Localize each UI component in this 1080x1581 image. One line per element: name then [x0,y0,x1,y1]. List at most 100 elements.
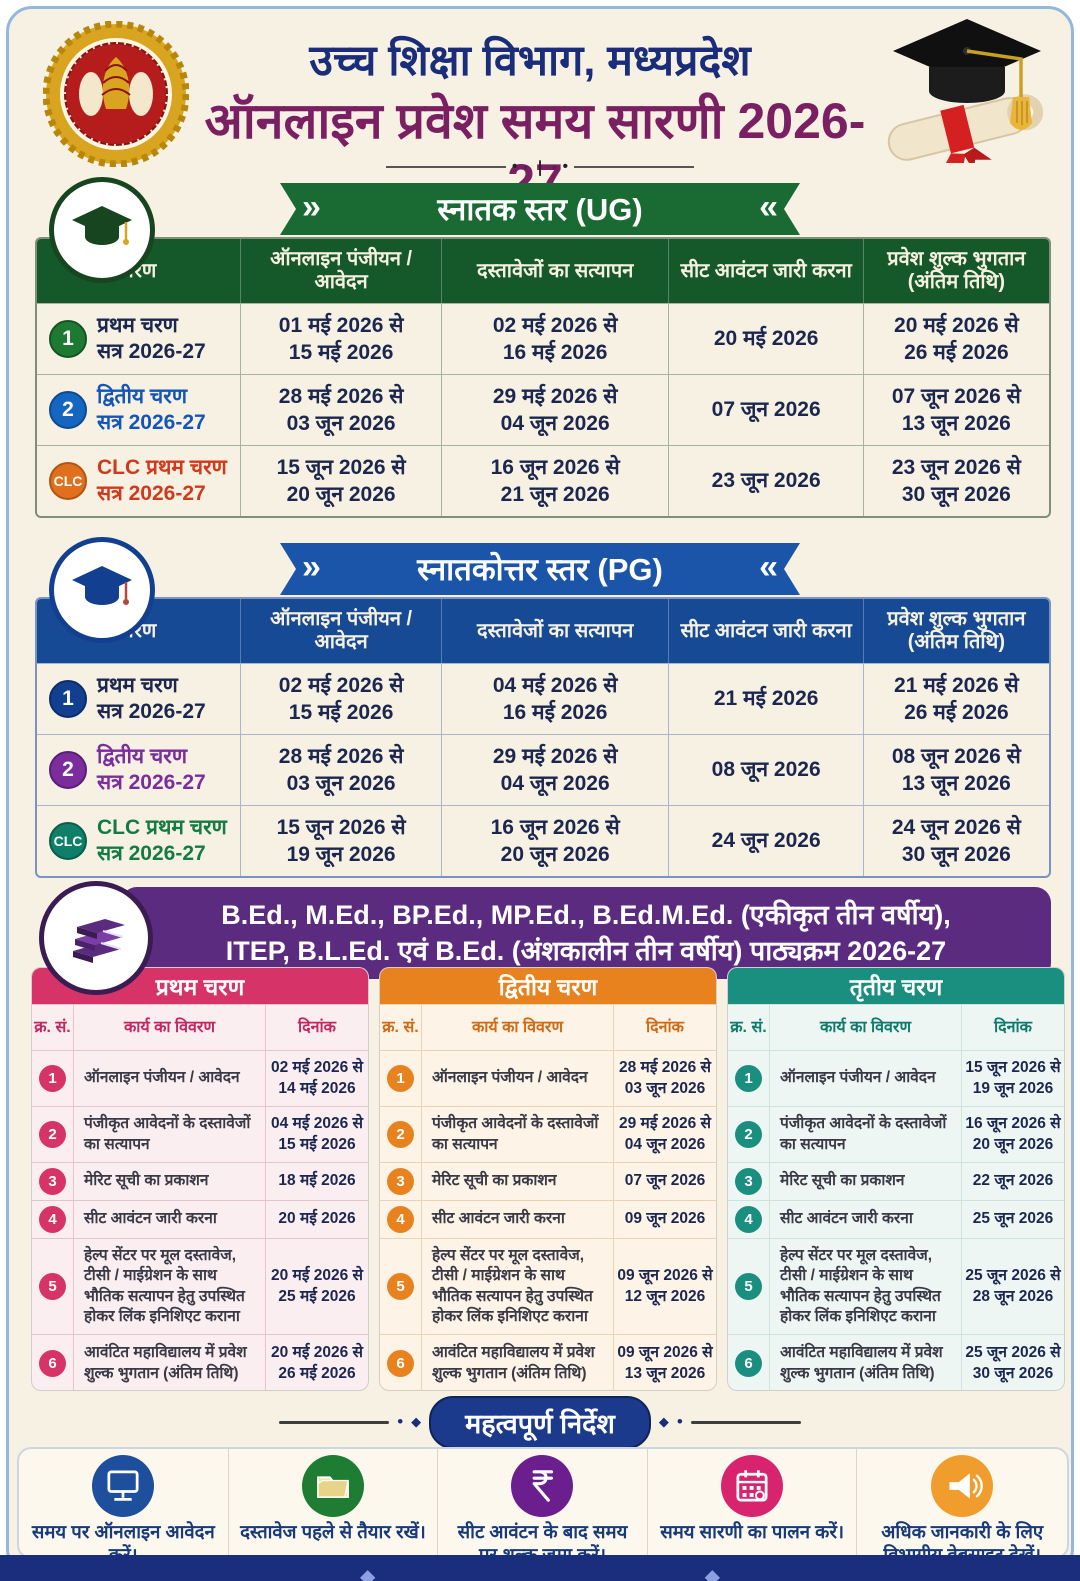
instruction-item: समय पर ऑनलाइन आवेदन करें। [19,1449,229,1557]
ug-section-icon-circle [49,177,155,283]
date-value: 09 जून 2026 [624,1210,706,1228]
task-label: ऑनलाइन पंजीयन / आवेदन [770,1051,962,1106]
task-label: सीट आवंटन जारी करना [74,1201,266,1238]
task-label: आवंटित महाविद्यालय में प्रवेश शुल्क भुगत… [770,1335,962,1390]
monitor-icon [92,1455,155,1517]
verification-dates: 29 मई 2026 से 04 जून 2026 [441,734,670,805]
rupee-icon [511,1455,574,1517]
seat-allotment-date: 20 मई 2026 [669,303,864,374]
task-label: मेरिट सूची का प्रकाशन [770,1163,962,1200]
diamond-ornament: ◆ [360,1566,376,1581]
instruction-item: समय सारणी का पालन करें। [648,1449,858,1557]
serial-badge: 2 [39,1121,66,1148]
date-header: दिनांक [994,1018,1032,1036]
graduation-cap-icon [72,206,132,245]
verification-dates: 29 मई 2026 से 04 जून 2026 [441,374,670,445]
table-row: 5 हेल्प सेंटर पर मूल दस्तावेज, टीसी / मा… [32,1238,368,1334]
date-header: दिनांक [646,1018,684,1036]
task-label: सीट आवंटन जारी करना [770,1201,962,1238]
phase-subheader: क्र. सं. कार्य का विवरण दिनांक [32,1004,368,1050]
date-value: 25 जून 2026 से 30 जून 2026 [965,1344,1061,1382]
date-value: 29 मई 2026 से 04 जून 2026 [619,1115,711,1153]
phase-subheader: क्र. सं. कार्य का विवरण दिनांक [380,1004,716,1050]
chevron-right-icon: « [759,547,778,586]
registration-dates: 01 मई 2026 से 15 मई 2026 [241,303,442,374]
date-value: 25 जून 2026 से 28 जून 2026 [965,1267,1061,1305]
column-header: ऑनलाइन पंजीयन / आवेदन [241,599,442,663]
session-label: सत्र 2026-27 [97,700,206,723]
task-label: मेरिट सूची का प्रकाशन [422,1163,614,1200]
verification-dates: 04 मई 2026 से 16 मई 2026 [441,663,670,734]
table-row: 5 हेल्प सेंटर पर मूल दस्तावेज, टीसी / मा… [380,1238,716,1334]
date-value: 15 जून 2026 से 19 जून 2026 [965,1059,1061,1097]
date-value: 22 जून 2026 [972,1172,1054,1190]
registration-dates: 15 जून 2026 से 19 जून 2026 [241,805,442,876]
table-row: 3 मेरिट सूची का प्रकाशन 22 जून 2026 [728,1162,1064,1200]
registration-dates: 28 मई 2026 से 03 जून 2026 [241,374,442,445]
session-label: सत्र 2026-27 [97,340,206,363]
table-row: 6 आवंटित महाविद्यालय में प्रवेश शुल्क भु… [728,1334,1064,1390]
instruction-label: अधिक जानकारी के लिए विभागीय वेबसाइट देखे… [881,1521,1044,1559]
registration-dates: 15 जून 2026 से 20 जून 2026 [241,445,442,516]
task-label: पंजीकृत आवेदनों के दस्तावेजों का सत्यापन [422,1107,614,1162]
date-value: 20 मई 2026 [278,1210,356,1228]
serial-badge: 5 [39,1273,66,1300]
task-label: ऑनलाइन पंजीयन / आवेदन [422,1051,614,1106]
ug-section-banner: » स्नातक स्तर (UG) « [280,183,800,235]
phase-3-table: तृतीय चरण क्र. सं. कार्य का विवरण दिनांक… [727,967,1065,1391]
instruction-item: अधिक जानकारी के लिए विभागीय वेबसाइट देखे… [857,1449,1067,1559]
table-row: 6 आवंटित महाविद्यालय में प्रवेश शुल्क भु… [32,1334,368,1390]
serial-header: क्र. सं. [32,1005,74,1050]
important-instructions-header: • ◆ महत्वपूर्ण निर्देश ◆ • [9,1395,1071,1449]
task-label: पंजीकृत आवेदनों के दस्तावेजों का सत्यापन [770,1107,962,1162]
table-row: 3 मेरिट सूची का प्रकाशन 07 जून 2026 [380,1162,716,1200]
task-label: हेल्प सेंटर पर मूल दस्तावेज, टीसी / माईग… [74,1239,266,1334]
pg-schedule-table: चरण ऑनलाइन पंजीयन / आवेदन दस्तावेजों का … [35,597,1051,878]
task-label: पंजीकृत आवेदनों के दस्तावेजों का सत्यापन [74,1107,266,1162]
column-header: प्रवेश शुल्क भुगतान (अंतिम तिथि) [863,239,1049,303]
department-title: उच्च शिक्षा विभाग, मध्यप्रदेश [309,37,751,85]
table-row: 4 सीट आवंटन जारी करना 09 जून 2026 [380,1200,716,1238]
column-header: दस्तावेजों का सत्यापन [441,599,670,663]
session-label: सत्र 2026-27 [97,771,206,794]
phase-number-badge: 2 [49,751,87,789]
phase-number-badge: 2 [49,391,87,429]
fee-payment-dates: 20 मई 2026 से 26 मई 2026 [863,303,1049,374]
seat-allotment-date: 24 जून 2026 [669,805,864,876]
registration-dates: 28 मई 2026 से 03 जून 2026 [241,734,442,805]
serial-badge: 6 [387,1350,414,1377]
task-label: ऑनलाइन पंजीयन / आवेदन [74,1051,266,1106]
folder-icon [301,1455,364,1517]
registration-dates: 02 मई 2026 से 15 मई 2026 [241,663,442,734]
instruction-label: समय सारणी का पालन करें। [660,1521,844,1542]
serial-header: क्र. सं. [380,1005,422,1050]
instructions-card: समय पर ऑनलाइन आवेदन करें। दस्तावेज पहले … [17,1447,1069,1559]
serial-badge: 6 [39,1350,66,1377]
table-row: 2 पंजीकृत आवेदनों के दस्तावेजों का सत्या… [32,1106,368,1162]
books-stack-icon [73,919,125,963]
task-label: मेरिट सूची का प्रकाशन [74,1163,266,1200]
verification-dates: 16 जून 2026 से 20 जून 2026 [441,805,670,876]
phase-label: द्वितीय चरण [97,744,188,768]
phase-2-table: द्वितीय चरण क्र. सं. कार्य का विवरण दिना… [379,967,717,1391]
table-row: 2 पंजीकृत आवेदनों के दस्तावेजों का सत्या… [728,1106,1064,1162]
session-label: सत्र 2026-27 [97,411,206,434]
fee-payment-dates: 23 जून 2026 से 30 जून 2026 [863,445,1049,516]
column-header: दस्तावेजों का सत्यापन [441,239,670,303]
instructions-title: महत्वपूर्ण निर्देश [429,1395,651,1449]
fee-payment-dates: 21 मई 2026 से 26 मई 2026 [863,663,1049,734]
phase-label: द्वितीय चरण [97,384,188,408]
phase-number-badge: CLC [49,822,87,860]
session-label: सत्र 2026-27 [97,842,206,865]
serial-badge: 3 [387,1168,414,1195]
date-value: 20 मई 2026 से 25 मई 2026 [271,1267,363,1305]
bed-section-icon-circle [39,881,153,995]
bed-title-line1: B.Ed., M.Ed., BP.Ed., MP.Ed., B.Ed.M.Ed.… [221,899,951,930]
diamond-ornament: ◆ [704,1566,720,1581]
date-value: 18 मई 2026 [278,1172,356,1190]
phase-number-badge: 1 [49,680,87,718]
table-row: 6 आवंटित महाविद्यालय में प्रवेश शुल्क भु… [380,1334,716,1390]
task-label: आवंटित महाविद्यालय में प्रवेश शुल्क भुगत… [422,1335,614,1390]
bed-title-line2: ITEP, B.L.Ed. एवं B.Ed. (अंशकालीन तीन वर… [225,936,947,966]
bed-phase-tables: प्रथम चरण क्र. सं. कार्य का विवरण दिनांक… [31,967,1065,1391]
